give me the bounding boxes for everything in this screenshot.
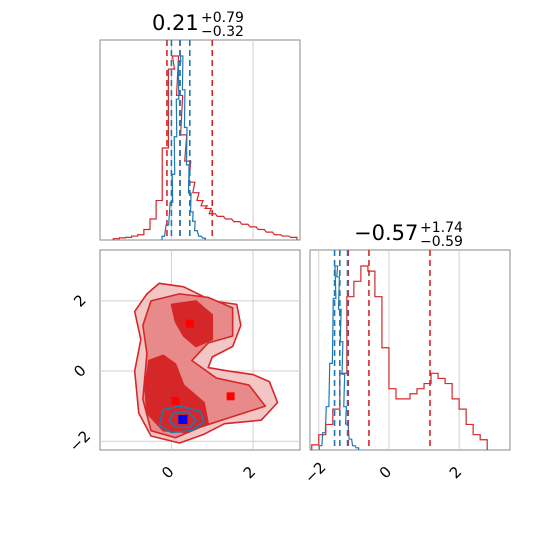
- panel-bottom-right-frame: [309, 249, 511, 451]
- tick-label-x1-1: 2: [240, 463, 259, 482]
- tick-label-y2-2: 2: [70, 291, 89, 310]
- histogram-2-series-1: [318, 265, 360, 450]
- marginal-1-histograms: [112, 55, 298, 240]
- title-2-median: −0.57: [354, 221, 418, 245]
- panel-top-left-frame: [99, 39, 301, 241]
- tick-label-y2-1: 0: [70, 361, 89, 380]
- histogram-2-series-0: [311, 265, 488, 450]
- title-1-plus: +0.79: [201, 10, 244, 26]
- marker-s0-0: [185, 319, 194, 328]
- histogram-1-series-0: [112, 55, 298, 240]
- marker-s0-1: [226, 392, 235, 401]
- title-2-plus: +1.74: [420, 220, 463, 236]
- title-1-minus: −0.32: [201, 24, 244, 40]
- quantile-lines: [166, 40, 431, 450]
- contour-red-inner-lower: [144, 354, 209, 434]
- tick-label-x2-0: −2: [301, 458, 329, 486]
- title-param-2: −0.57 +1.74 −0.59: [354, 220, 463, 250]
- joint-markers: [171, 319, 235, 425]
- marginal-2-histograms: [311, 265, 488, 450]
- marker-s0-2: [171, 396, 180, 405]
- marker-s1-0: [178, 414, 188, 424]
- contour-blue-outer: [158, 405, 205, 434]
- histogram-1-series-1: [161, 55, 206, 240]
- contour-blue-inner: [168, 410, 197, 428]
- tick-label-x2-2: 2: [446, 463, 465, 482]
- title-1-median: 0.21: [152, 11, 199, 35]
- tick-label-x2-1: 0: [376, 463, 395, 482]
- tick-label-x1-0: 0: [158, 463, 177, 482]
- tick-label-y2-0: −2: [66, 427, 94, 455]
- title-2-minus: −0.59: [420, 234, 463, 250]
- title-param-1: 0.21 +0.79 −0.32: [152, 10, 244, 40]
